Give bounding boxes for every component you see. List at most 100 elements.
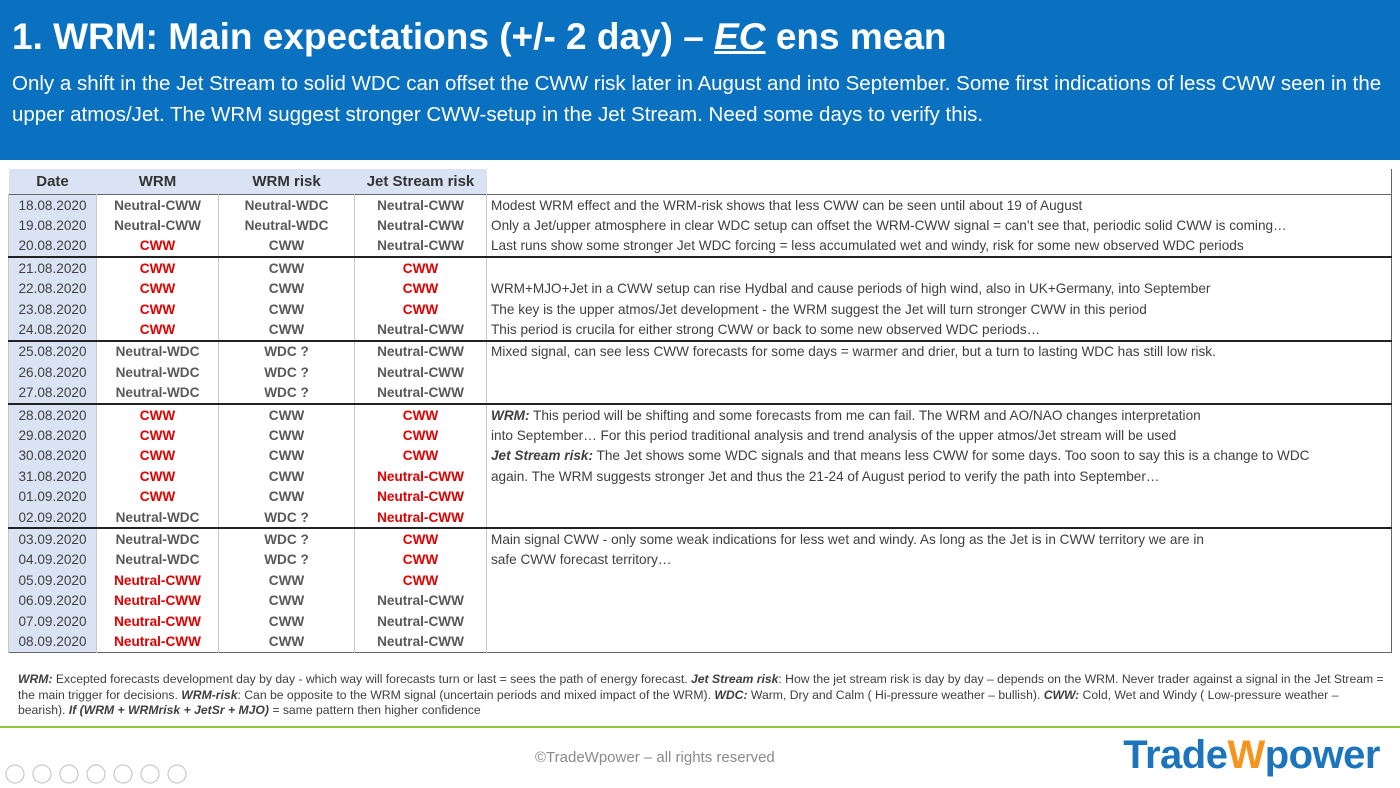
signal-cell: CWW (354, 425, 487, 446)
column-header: Jet Stream risk (354, 169, 487, 195)
column-header: WRM (96, 169, 219, 195)
note-cell (486, 570, 1392, 591)
nav-icon[interactable] (167, 764, 187, 784)
row: 27.08.2020 Neutral-WDC WDC ? Neutral-CWW (8, 382, 1392, 404)
note-cell: WRM+MJO+Jet in a CWW setup can rise Hydb… (486, 278, 1392, 299)
copyright: ©TradeWpower – all rights reserved (535, 749, 775, 766)
footnote: WRM: Excepted forecasts development day … (18, 672, 1388, 719)
column-header: Date (8, 169, 97, 195)
row: 19.08.2020 Neutral-CWW Neutral-WDC Neutral-… (8, 215, 1392, 236)
signal-cell: CWW (218, 631, 355, 653)
signal-cell: Neutral-WDC (96, 506, 219, 529)
row: 06.09.2020 Neutral-CWW CWW Neutral-CWW (8, 590, 1392, 611)
signal-cell: Neutral-CWW (354, 235, 487, 258)
row: 31.08.2020 CWW CWW Neutral-CWW again. The WR… (8, 466, 1392, 487)
date-cell: 28.08.2020 (8, 403, 97, 426)
signal-cell: Neutral-CWW (354, 506, 487, 529)
logo-part: Trade (1123, 733, 1228, 777)
nav-icon[interactable] (5, 764, 25, 784)
note-cell (486, 506, 1392, 529)
date-cell: 20.08.2020 (8, 235, 97, 258)
signal-cell: CWW (218, 425, 355, 446)
signal-cell: CWW (218, 257, 355, 279)
row-group: 25.08.2020 Neutral-WDC WDC ? Neutral-CWW Mix… (8, 340, 1392, 404)
date-cell: 24.08.2020 (8, 319, 97, 341)
signal-cell: WDC ? (218, 506, 355, 529)
signal-cell: Neutral-CWW (354, 631, 487, 653)
signal-cell: CWW (218, 298, 355, 320)
row: 29.08.2020 CWW CWW CWW into September… For t… (8, 425, 1392, 446)
signal-cell: Neutral-CWW (354, 466, 487, 487)
signal-cell: CWW (354, 549, 487, 571)
footnote-part: : How the jet stream risk is day by day … (18, 672, 1384, 702)
row: 02.09.2020 Neutral-WDC WDC ? Neutral-CWW (8, 506, 1392, 529)
date-cell: 25.08.2020 (8, 340, 97, 363)
signal-cell: CWW (96, 298, 219, 320)
divider (0, 726, 1400, 728)
nav-icon[interactable] (140, 764, 160, 784)
nav-icon[interactable] (113, 764, 133, 784)
signal-cell: CWW (218, 570, 355, 591)
row: 04.09.2020 Neutral-WDC WDC ? CWW safe CWW fo… (8, 549, 1392, 571)
signal-cell: Neutral-WDC (96, 549, 219, 571)
forecast-table: Date WRM WRM risk Jet Stream risk 18.08.202… (8, 169, 1392, 653)
logo: TradeWpower (1123, 733, 1380, 778)
date-cell: 23.08.2020 (8, 298, 97, 320)
note-cell: This period is crucila for either strong… (486, 319, 1392, 341)
note-cell: Modest WRM effect and the WRM-risk shows… (486, 194, 1392, 216)
date-cell: 07.09.2020 (8, 610, 97, 632)
note-cell: Last runs show some stronger Jet WDC for… (486, 235, 1392, 258)
signal-cell: CWW (96, 425, 219, 446)
signal-cell: Neutral-WDC (218, 194, 355, 216)
signal-cell: WDC ? (218, 362, 355, 383)
signal-cell: CWW (354, 528, 487, 550)
nav-icon[interactable] (32, 764, 52, 784)
footnote-part: WRM: (18, 672, 53, 686)
signal-cell: CWW (96, 445, 219, 467)
date-cell: 29.08.2020 (8, 425, 97, 446)
date-cell: 06.09.2020 (8, 590, 97, 611)
note-cell: The key is the upper atmos/Jet developme… (486, 298, 1392, 320)
signal-cell: CWW (218, 278, 355, 299)
column-header: WRM risk (218, 169, 355, 195)
row-group: 18.08.2020 Neutral-CWW Neutral-WDC Neutral-… (8, 194, 1392, 258)
note-cell (486, 257, 1392, 279)
row-group: 21.08.2020 CWW CWW CWW 22.08.2020 CWW CWW CWW WR… (8, 257, 1392, 341)
signal-cell: Neutral-WDC (96, 340, 219, 363)
logo-part: power (1264, 733, 1381, 777)
date-cell: 01.09.2020 (8, 486, 97, 507)
signal-cell: Neutral-WDC (218, 215, 355, 236)
signal-cell: Neutral-CWW (96, 215, 219, 236)
signal-cell: Neutral-WDC (96, 362, 219, 383)
row: 05.09.2020 Neutral-CWW CWW CWW (8, 570, 1392, 591)
signal-cell: WDC ? (218, 382, 355, 404)
note-cell: safe CWW forecast territory… (486, 549, 1392, 571)
signal-cell: CWW (218, 319, 355, 341)
signal-cell: CWW (354, 278, 487, 299)
row: 30.08.2020 CWW CWW CWW Jet Stream risk: The … (8, 445, 1392, 467)
signal-cell: WDC ? (218, 528, 355, 550)
date-cell: 02.09.2020 (8, 506, 97, 529)
signal-cell: CWW (354, 445, 487, 467)
signal-cell: Neutral-CWW (354, 590, 487, 611)
date-cell: 08.09.2020 (8, 631, 97, 653)
signal-cell: CWW (218, 445, 355, 467)
signal-cell: Neutral-WDC (96, 528, 219, 550)
nav-icon[interactable] (59, 764, 79, 784)
row: 24.08.2020 CWW CWW Neutral-CWW This period i… (8, 319, 1392, 341)
signal-cell: CWW (96, 278, 219, 299)
date-cell: 05.09.2020 (8, 570, 97, 591)
title-emphasis: EC (714, 16, 766, 57)
signal-cell: CWW (218, 590, 355, 611)
date-cell: 30.08.2020 (8, 445, 97, 467)
header: 1. WRM: Main expectations (+/- 2 day) – … (0, 0, 1400, 160)
nav-icon[interactable] (86, 764, 106, 784)
signal-cell: Neutral-CWW (354, 340, 487, 363)
note-cell (486, 610, 1392, 632)
note-cell (486, 362, 1392, 383)
footnote-part: If (WRM + WRMrisk + JetSr + MJO) (68, 703, 269, 717)
row: 25.08.2020 Neutral-WDC WDC ? Neutral-CWW Mix… (8, 340, 1392, 363)
row: 20.08.2020 CWW CWW Neutral-CWW Last runs sho… (8, 235, 1392, 258)
row-group: 03.09.2020 Neutral-WDC WDC ? CWW Main signal… (8, 528, 1392, 653)
